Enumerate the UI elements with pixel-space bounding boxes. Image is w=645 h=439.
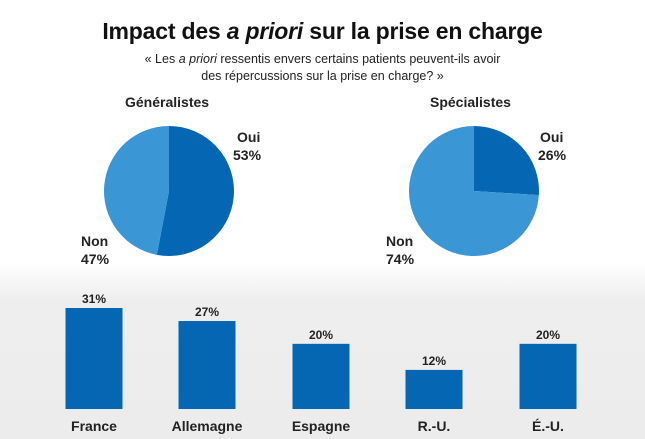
slice-value: 47% [81,251,110,267]
bar-2 [292,343,350,409]
pie-slice-generalistes-non [103,126,169,255]
pie-label-generalistes-oui: Oui 53% [233,128,261,164]
slice-name: Oui [540,129,564,145]
pie-slice-specialistes-non [408,126,539,256]
bar-category-label: R.-U. [418,418,451,434]
bar-value-label: 12% [422,354,446,368]
bar-value-label: 20% [536,328,560,342]
bar-category-label: France [71,418,117,434]
slice-value: 26% [538,147,567,163]
bar-category-label: Espagne [292,418,351,434]
slice-name: Oui [237,129,261,145]
pie-slice-generalistes-oui [156,126,234,256]
bar-value-label: 31% [82,292,106,306]
pie-slice-specialistes-oui [474,126,539,196]
pie-label-specialistes-non: Non 74% [386,232,414,268]
pie-title-generalistes: Généralistes [125,94,210,110]
chart-subtitle: « Les a priori ressentis envers certains… [144,52,501,83]
bar-category-label: É.-U. [532,418,564,434]
chart-title: Impact des a priori sur la prise en char… [102,18,543,44]
bar-4 [519,343,577,409]
bar-3 [405,369,463,409]
pie-chart-generalistes [103,126,234,256]
pie-label-generalistes-non: Non 47% [81,232,109,268]
bar-0 [65,308,123,409]
bar-value-label: 27% [195,305,219,319]
slice-name: Non [386,233,414,249]
slice-name: Non [81,233,109,249]
bar-1 [178,321,236,409]
slice-value: 74% [386,251,415,267]
slice-value: 53% [233,147,262,163]
pie-chart-specialistes [408,126,539,256]
bar-value-label: 20% [309,328,333,342]
pie-title-specialistes: Spécialistes [430,94,511,110]
bar-category-label: Allemagne [172,418,243,434]
pie-label-specialistes-oui: Oui 26% [538,128,566,164]
